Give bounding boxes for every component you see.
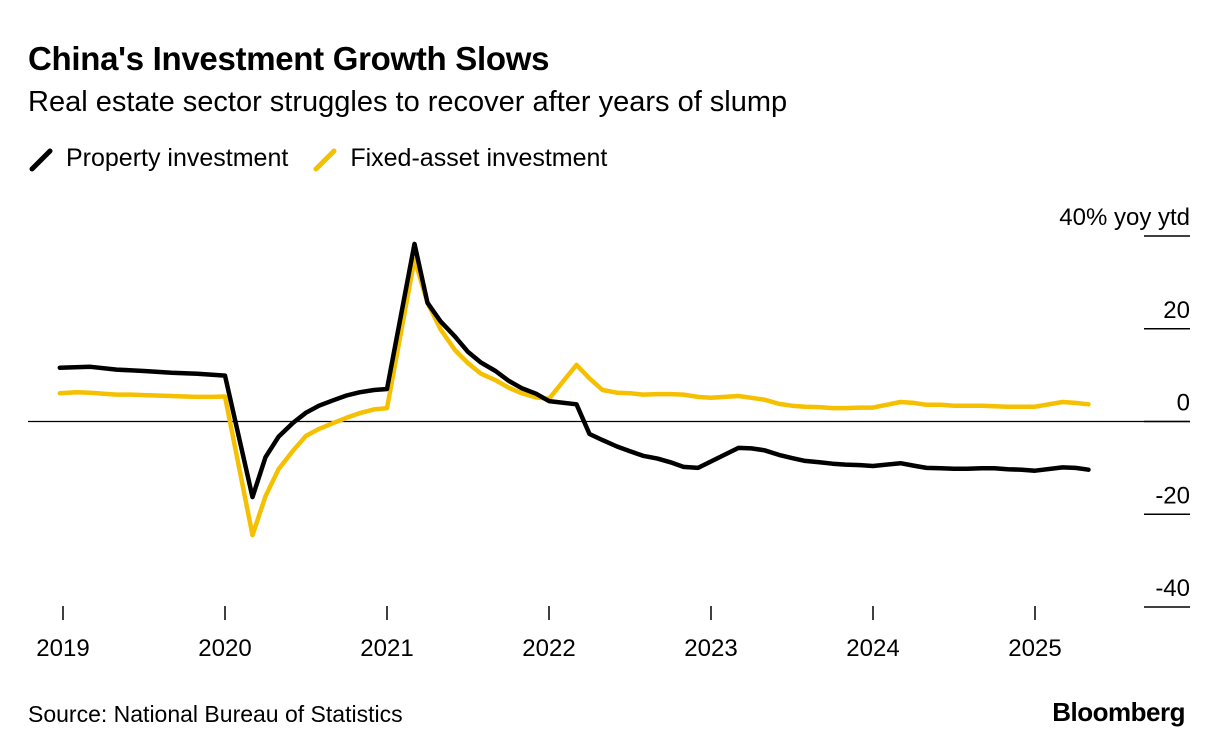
y-tick-label: -40 — [1155, 575, 1190, 602]
legend-item-fai: Fixed-asset investment — [312, 144, 607, 173]
x-tick-label: 2022 — [522, 635, 575, 662]
series-line-property-investment — [57, 241, 1091, 500]
x-tick-label: 2020 — [198, 635, 251, 662]
legend-label-fai: Fixed-asset investment — [350, 144, 608, 172]
x-tick-label: 2021 — [360, 635, 413, 662]
legend-swatch-fai — [313, 148, 337, 171]
x-tick-label: 2019 — [36, 635, 89, 662]
bloomberg-logo: Bloomberg — [1052, 697, 1185, 727]
legend-label-property: Property investment — [66, 144, 289, 172]
y-tick-label: 20 — [1163, 297, 1190, 324]
y-tick-label: 40% yoy ytd — [1059, 204, 1190, 231]
series-line-fixed-asset-investment — [57, 256, 1091, 538]
x-tick-label: 2023 — [684, 635, 737, 662]
chart-title: China's Investment Growth Slows — [28, 40, 550, 77]
chart-subtitle: Real estate sector struggles to recover … — [28, 86, 788, 118]
y-tick-label: -20 — [1155, 482, 1190, 509]
legend-swatch-property — [29, 148, 53, 171]
x-tick-label: 2025 — [1008, 635, 1061, 662]
source-note: Source: National Bureau of Statistics — [28, 701, 403, 727]
chart-legend: Property investment Fixed-asset investme… — [28, 144, 631, 173]
x-tick-label: 2024 — [846, 635, 899, 662]
legend-item-property: Property investment — [28, 144, 288, 173]
y-tick-label: 0 — [1177, 390, 1190, 417]
